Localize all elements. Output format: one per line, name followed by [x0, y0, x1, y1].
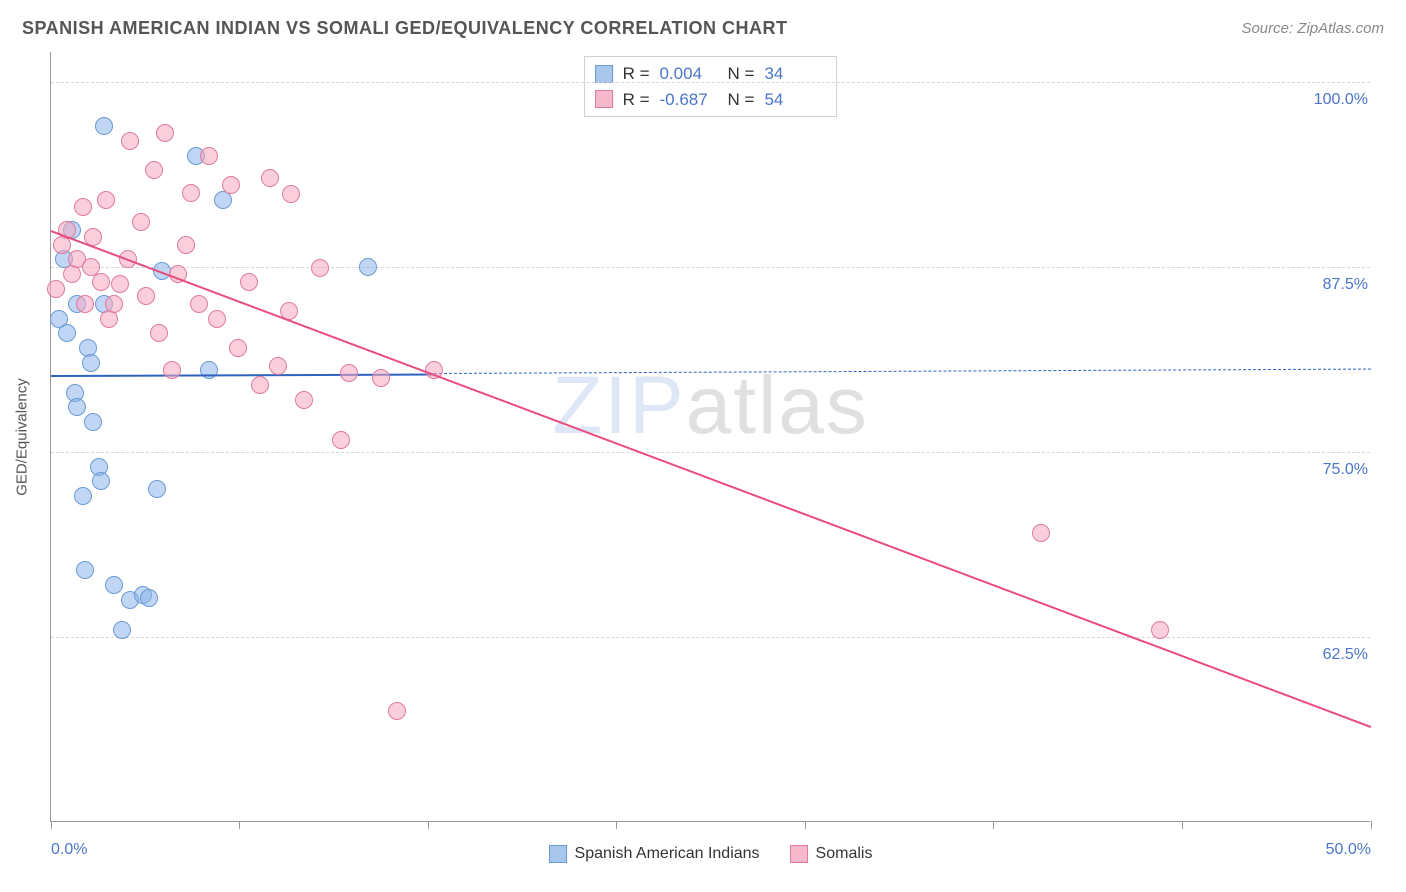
data-point	[388, 702, 406, 720]
data-point	[121, 132, 139, 150]
data-point	[1032, 524, 1050, 542]
x-tick	[51, 821, 52, 829]
legend-swatch	[549, 845, 567, 863]
watermark-zip: ZIP	[552, 360, 686, 451]
data-point	[163, 361, 181, 379]
data-point	[82, 354, 100, 372]
correlation-stats-box: R = 0.004 N = 34 R = -0.687 N = 54	[584, 56, 838, 117]
stat-r-label: R =	[623, 61, 650, 87]
data-point	[282, 185, 300, 203]
trend-line-extrapolated	[434, 369, 1371, 374]
data-point	[269, 357, 287, 375]
y-tick-label: 75.0%	[1323, 461, 1372, 479]
gridline-horizontal	[51, 267, 1370, 268]
series-legend: Spanish American Indians Somalis	[549, 845, 873, 863]
data-point	[200, 147, 218, 165]
data-point	[140, 589, 158, 607]
data-point	[148, 480, 166, 498]
legend-swatch	[595, 90, 613, 108]
x-tick	[1182, 821, 1183, 829]
data-point	[240, 273, 258, 291]
stat-r-value: 0.004	[660, 61, 718, 87]
legend-label: Somalis	[816, 845, 873, 863]
data-point	[251, 376, 269, 394]
legend-swatch	[790, 845, 808, 863]
x-tick	[805, 821, 806, 829]
data-point	[132, 213, 150, 231]
y-axis-label: GED/Equivalency	[14, 378, 31, 496]
data-point	[311, 259, 329, 277]
data-point	[74, 198, 92, 216]
gridline-horizontal	[51, 637, 1370, 638]
data-point	[47, 280, 65, 298]
stat-r-value: -0.687	[660, 87, 718, 113]
data-point	[222, 176, 240, 194]
gridline-horizontal	[51, 452, 1370, 453]
gridline-horizontal	[51, 82, 1370, 83]
x-tick	[993, 821, 994, 829]
legend-label: Spanish American Indians	[575, 845, 760, 863]
x-tick-label: 0.0%	[51, 841, 87, 859]
data-point	[150, 324, 168, 342]
watermark-atlas: atlas	[686, 360, 869, 451]
chart-container: GED/Equivalency ZIPatlas R =0.004N =34R …	[40, 52, 1380, 822]
data-point	[113, 621, 131, 639]
data-point	[92, 472, 110, 490]
data-point	[359, 258, 377, 276]
y-tick-label: 62.5%	[1323, 646, 1372, 664]
trend-line	[51, 230, 1372, 728]
data-point	[1151, 621, 1169, 639]
legend-swatch	[595, 65, 613, 83]
stat-r-label: R =	[623, 87, 650, 113]
data-point	[261, 169, 279, 187]
data-point	[92, 273, 110, 291]
stat-n-value: 34	[764, 61, 822, 87]
x-tick	[239, 821, 240, 829]
x-tick	[428, 821, 429, 829]
data-point	[332, 431, 350, 449]
data-point	[340, 364, 358, 382]
chart-title: SPANISH AMERICAN INDIAN VS SOMALI GED/EQ…	[22, 18, 788, 39]
data-point	[208, 310, 226, 328]
data-point	[105, 576, 123, 594]
data-point	[372, 369, 390, 387]
x-tick-label: 50.0%	[1326, 841, 1371, 859]
data-point	[74, 487, 92, 505]
source-attribution: Source: ZipAtlas.com	[1241, 20, 1384, 37]
x-tick	[616, 821, 617, 829]
data-point	[190, 295, 208, 313]
stat-n-label: N =	[728, 61, 755, 87]
stat-n-label: N =	[728, 87, 755, 113]
y-tick-label: 100.0%	[1314, 91, 1372, 109]
legend-item: Somalis	[790, 845, 873, 863]
data-point	[295, 391, 313, 409]
stat-n-value: 54	[764, 87, 822, 113]
data-point	[137, 287, 155, 305]
data-point	[105, 295, 123, 313]
data-point	[156, 124, 174, 142]
data-point	[84, 413, 102, 431]
data-point	[182, 184, 200, 202]
data-point	[95, 117, 113, 135]
data-point	[229, 339, 247, 357]
data-point	[76, 295, 94, 313]
data-point	[97, 191, 115, 209]
data-point	[111, 275, 129, 293]
data-point	[58, 324, 76, 342]
data-point	[145, 161, 163, 179]
data-point	[200, 361, 218, 379]
stats-row: R = 0.004 N = 34	[595, 61, 823, 87]
data-point	[68, 398, 86, 416]
legend-item: Spanish American Indians	[549, 845, 760, 863]
stats-row: R = -0.687 N = 54	[595, 87, 823, 113]
x-tick	[1371, 821, 1372, 829]
plot-area: ZIPatlas R =0.004N =34R =-0.687N =54 Spa…	[50, 52, 1370, 822]
y-tick-label: 87.5%	[1323, 276, 1372, 294]
data-point	[76, 561, 94, 579]
data-point	[177, 236, 195, 254]
